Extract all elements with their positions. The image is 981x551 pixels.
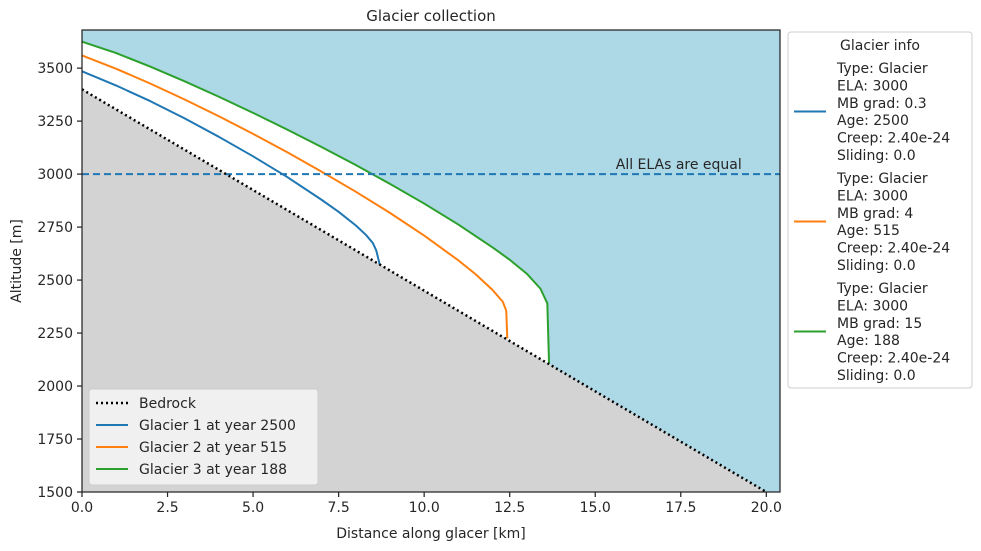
main-legend-label: Bedrock [139, 396, 197, 412]
info-legend-line: ELA: 3000 [837, 188, 908, 204]
ela-annotation: All ELAs are equal [616, 157, 742, 173]
info-legend-line: ELA: 3000 [837, 78, 908, 94]
info-legend-line: Age: 2500 [837, 113, 909, 129]
x-tick-label: 0.0 [71, 500, 93, 516]
x-tick-label: 10.0 [409, 500, 440, 516]
info-legend-line: Creep: 2.40e-24 [837, 241, 950, 257]
info-legend-line: MB grad: 0.3 [837, 96, 927, 112]
y-tick-label: 2500 [37, 273, 73, 289]
info-legend-line: Type: Glacier [836, 171, 928, 187]
x-tick-label: 20.0 [751, 500, 782, 516]
x-tick-label: 5.0 [242, 500, 264, 516]
axes-frame [81, 29, 781, 493]
info-legend-line: Age: 515 [837, 223, 900, 239]
x-axis-ticks: 0.0 2.5 5.0 7.5 10.0 12.5 15.0 17.5 20.0 [71, 492, 782, 516]
y-tick-label: 2000 [37, 379, 73, 395]
info-legend-line: Creep: 2.40e-24 [837, 351, 950, 367]
main-legend-box [88, 388, 319, 486]
y-tick-label: 2250 [37, 326, 73, 342]
x-tick-label: 15.0 [580, 500, 611, 516]
x-tick-label: 17.5 [665, 500, 696, 516]
x-tick-label: 2.5 [156, 500, 178, 516]
bedrock-line [82, 88, 767, 492]
info-legend-line: Sliding: 0.0 [837, 148, 916, 164]
main-legend-label: Glacier 3 at year 188 [139, 462, 287, 478]
main-legend-label: Glacier 1 at year 2500 [139, 418, 296, 434]
info-legend-title: Glacier info [840, 38, 920, 54]
y-tick-label: 3250 [37, 114, 73, 130]
glacier-ice-fill [82, 71, 380, 265]
y-tick-label: 1750 [37, 432, 73, 448]
glacier-fills [82, 41, 550, 365]
y-tick-label: 3000 [37, 167, 73, 183]
info-legend-line: Sliding: 0.0 [837, 258, 916, 274]
glacier-series-line [82, 54, 509, 339]
info-legend-line: Age: 188 [837, 333, 900, 349]
main-legend: Bedrock Glacier 1 at year 2500 Glacier 2 a… [88, 388, 319, 486]
x-tick-label: 7.5 [327, 500, 349, 516]
x-axis-label: Distance along glacer [km] [336, 526, 525, 542]
info-legend-line: ELA: 3000 [837, 298, 908, 314]
x-tick-label: 12.5 [494, 500, 525, 516]
y-tick-label: 2750 [37, 220, 73, 236]
info-legend-line: Type: Glacier [836, 281, 928, 297]
info-legend-line: MB grad: 15 [837, 316, 922, 332]
glacier-series-line [82, 70, 381, 265]
chart-title: Glacier collection [366, 7, 496, 25]
info-legend-line: Creep: 2.40e-24 [837, 131, 950, 147]
info-legend-box [787, 31, 973, 389]
info-legend-line: Sliding: 0.0 [837, 368, 916, 384]
y-axis-ticks: 1500 1750 2000 2250 2500 2750 3000 3250 3500 [37, 61, 82, 501]
y-tick-label: 1500 [37, 485, 73, 501]
info-legend-line: Type: Glacier [836, 61, 928, 77]
info-legend-line: MB grad: 4 [837, 206, 913, 222]
y-axis-label: Altitude [m] [9, 219, 25, 303]
main-legend-label: Glacier 2 at year 515 [139, 440, 287, 456]
y-tick-label: 3500 [37, 61, 73, 77]
